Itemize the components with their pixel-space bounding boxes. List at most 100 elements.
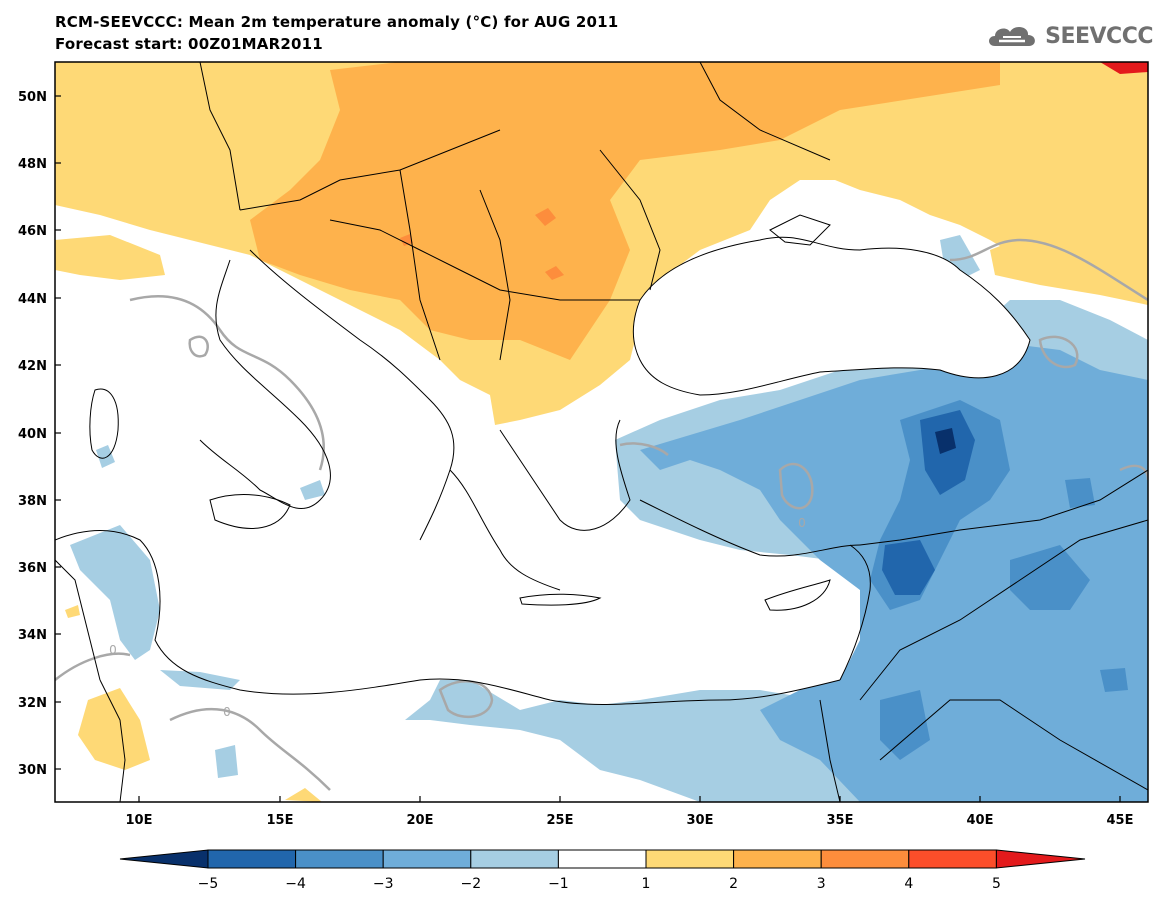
border-2 bbox=[329, 219, 640, 301]
contour-value-labels: 0 0 0 bbox=[109, 516, 806, 719]
lon-label-25e: 25E bbox=[547, 813, 574, 828]
border-8 bbox=[859, 469, 1148, 546]
border-12 bbox=[699, 62, 831, 161]
border-10 bbox=[55, 559, 101, 681]
border-11 bbox=[819, 699, 841, 802]
sicily-coast bbox=[209, 494, 291, 529]
logo-text: SEEVCCC bbox=[1045, 23, 1153, 49]
sardinia-coast bbox=[89, 388, 119, 459]
cold-area-3 bbox=[70, 525, 160, 660]
zero-contour-1 bbox=[129, 295, 325, 471]
crete-coast bbox=[519, 593, 602, 606]
border-6 bbox=[859, 519, 1148, 701]
lat-label-30n: 30N bbox=[18, 763, 47, 778]
lat-label-38n: 38N bbox=[18, 494, 47, 509]
contour-label: 0 bbox=[109, 643, 117, 657]
seevccc-logo: SEEVCCC bbox=[985, 20, 1153, 52]
cold-area-11 bbox=[880, 690, 930, 760]
zero-contour-8 bbox=[169, 707, 331, 791]
cold-area-12 bbox=[1065, 478, 1095, 508]
warm-area-9 bbox=[545, 266, 564, 280]
warm-area-7 bbox=[250, 62, 1000, 360]
lat-label-44n: 44N bbox=[18, 292, 47, 307]
lon-label-20e: 20E bbox=[407, 813, 434, 828]
colorbar-segment-minus-1-to-1 bbox=[557, 849, 647, 869]
warm-area-11 bbox=[1100, 62, 1148, 74]
border-7 bbox=[879, 699, 1148, 791]
warm-area-10 bbox=[400, 234, 413, 246]
border-4 bbox=[399, 169, 441, 361]
map-title: RCM-SEEVCCC: Mean 2m temperature anomaly… bbox=[55, 13, 619, 31]
zero-contour-4 bbox=[1038, 335, 1079, 369]
border-1 bbox=[239, 129, 501, 211]
colorbar-label-minus-5: −5 bbox=[198, 876, 219, 892]
cold-area-13 bbox=[1100, 668, 1128, 692]
contour-label: 0 bbox=[798, 516, 806, 530]
aegean-coast bbox=[499, 419, 631, 531]
colorbar-label-minus-1: −1 bbox=[548, 876, 569, 892]
warm-area-6 bbox=[65, 605, 80, 618]
zero-contour-6 bbox=[438, 680, 494, 718]
map-frame bbox=[54, 61, 1149, 803]
cold-area-10 bbox=[1010, 545, 1090, 610]
crimea-coast bbox=[769, 214, 831, 246]
warm-anomaly-areas bbox=[55, 62, 1148, 802]
warm-area-4 bbox=[78, 688, 150, 770]
lat-label-50n: 50N bbox=[18, 90, 47, 105]
lat-label-32n: 32N bbox=[18, 696, 47, 711]
lon-label-30e: 30E bbox=[687, 813, 714, 828]
black-sea-coast bbox=[632, 236, 1031, 396]
colorbar-label-5: 5 bbox=[992, 876, 1001, 892]
levant-coast bbox=[839, 544, 871, 681]
colorbar-segment-4-to-5 bbox=[908, 849, 997, 869]
warm-area-3 bbox=[990, 225, 1148, 305]
zero-contour-2 bbox=[188, 335, 209, 358]
lat-label-36n: 36N bbox=[18, 561, 47, 576]
colorbar-label-3: 3 bbox=[817, 876, 826, 892]
lon-label-35e: 35E bbox=[827, 813, 854, 828]
contour-label: 0 bbox=[223, 705, 231, 719]
cold-area-6 bbox=[215, 745, 238, 778]
north-africa-coast bbox=[55, 530, 841, 705]
colorbar-label-minus-4: −4 bbox=[285, 876, 306, 892]
adriatic-coast bbox=[249, 249, 455, 541]
longitude-axis: 10E 15E 20E 25E 30E 35E 40E 45E bbox=[126, 796, 1134, 828]
cyprus-coast bbox=[764, 579, 831, 611]
cold-area-5 bbox=[300, 480, 325, 500]
colorbar-label-minus-2: −2 bbox=[460, 876, 481, 892]
lat-label-48n: 48N bbox=[18, 157, 47, 172]
colorbar-segment-minus-5-to-minus-4 bbox=[207, 849, 297, 869]
colorbar-segment-minus-3-to-minus-2 bbox=[382, 849, 472, 869]
lat-label-46n: 46N bbox=[18, 224, 47, 239]
italy-coast bbox=[199, 259, 331, 510]
lon-label-40e: 40E bbox=[967, 813, 994, 828]
warm-area-2 bbox=[55, 235, 165, 280]
forecast-start-label: Forecast start: 00Z01MAR2011 bbox=[55, 35, 323, 53]
colorbar-segment-below-minus-5 bbox=[119, 849, 209, 869]
lat-label-42n: 42N bbox=[18, 359, 47, 374]
colorbar-segment-above-5 bbox=[995, 849, 1086, 869]
cold-area-16 bbox=[935, 428, 956, 454]
cloud-icon bbox=[989, 26, 1036, 46]
colorbar-segment-minus-4-to-minus-3 bbox=[295, 849, 384, 869]
border-3 bbox=[599, 149, 661, 291]
colorbar-label-1: 1 bbox=[642, 876, 651, 892]
lon-label-45e: 45E bbox=[1107, 813, 1134, 828]
cold-area-15 bbox=[882, 540, 935, 595]
colorbar-label-2: 2 bbox=[729, 876, 738, 892]
coastlines-and-borders bbox=[55, 62, 1148, 802]
colorbar-segment-1-to-2 bbox=[645, 849, 735, 869]
colorbar-label-minus-3: −3 bbox=[373, 876, 394, 892]
colorbar-labels: −5 −4 −3 −2 −1 1 2 3 4 5 bbox=[198, 876, 1001, 892]
border-9 bbox=[99, 679, 126, 802]
border-5 bbox=[479, 189, 511, 361]
cold-area-4 bbox=[96, 445, 115, 468]
colorbar-segment-2-to-3 bbox=[733, 849, 822, 869]
map-field: 0 0 0 bbox=[55, 62, 1148, 802]
lon-label-15e: 15E bbox=[267, 813, 294, 828]
greece-coast bbox=[449, 469, 561, 591]
zero-contour-5 bbox=[949, 238, 1148, 302]
warm-area-5 bbox=[285, 788, 322, 802]
colorbar-segment-minus-2-to-minus-1 bbox=[470, 849, 559, 869]
